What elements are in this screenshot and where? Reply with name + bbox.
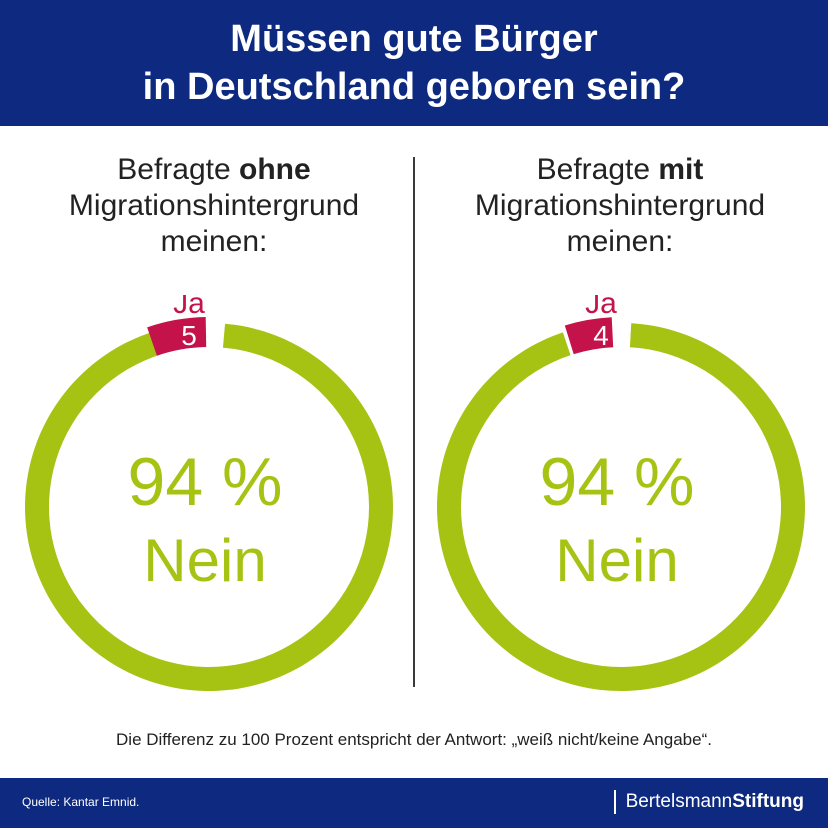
donut-chart-mit: 4Ja 94 % Nein bbox=[437, 295, 805, 691]
panel-divider bbox=[413, 157, 415, 687]
panel-label-line2: Migrationshintergrund bbox=[474, 189, 766, 222]
ja-category-label: Ja bbox=[585, 295, 617, 320]
ja-slice bbox=[564, 317, 614, 355]
chart-title-line2: in Deutschland geboren sein? bbox=[142, 66, 686, 108]
ja-category-label: Ja bbox=[173, 295, 205, 320]
brand-logo: BertelsmannStiftung bbox=[613, 790, 804, 814]
nein-percent-label: 94 % bbox=[128, 444, 283, 520]
footer-bar: Quelle: Kantar Emnid. BertelsmannStiftun… bbox=[0, 778, 828, 828]
brand-bold: Stiftung bbox=[732, 791, 804, 812]
panel-label-line3: meinen: bbox=[566, 225, 674, 258]
nein-category-label: Nein bbox=[555, 527, 678, 594]
header-banner: Müssen gute Bürger in Deutschland gebore… bbox=[0, 0, 828, 126]
panel-label-pre: Befragte bbox=[536, 153, 659, 186]
ja-value-label: 4 bbox=[593, 320, 609, 351]
nein-category-label: Nein bbox=[143, 527, 266, 594]
ja-slice bbox=[147, 317, 207, 356]
donut-chart-ohne: 5Ja 94 % Nein bbox=[25, 295, 393, 691]
panel-label-bold: mit bbox=[658, 153, 704, 186]
panel-label-line3: meinen: bbox=[160, 225, 268, 258]
panel-title-ohne: Befragte ohne Migrationshintergrund mein… bbox=[14, 152, 414, 260]
brand-regular: Bertelsmann bbox=[625, 791, 733, 812]
ja-value-label: 5 bbox=[181, 320, 197, 351]
source-note: Quelle: Kantar Emnid. bbox=[22, 795, 140, 809]
footnote: Die Differenz zu 100 Prozent entspricht … bbox=[116, 730, 712, 749]
chart-title-line1: Müssen gute Bürger bbox=[230, 18, 598, 60]
panel-label-pre: Befragte bbox=[117, 153, 240, 186]
panel-title-mit: Befragte mit Migrationshintergrund meine… bbox=[420, 152, 820, 260]
panel-label-bold: ohne bbox=[239, 153, 311, 186]
nein-percent-label: 94 % bbox=[540, 444, 695, 520]
panel-label-line2: Migrationshintergrund bbox=[68, 189, 360, 222]
